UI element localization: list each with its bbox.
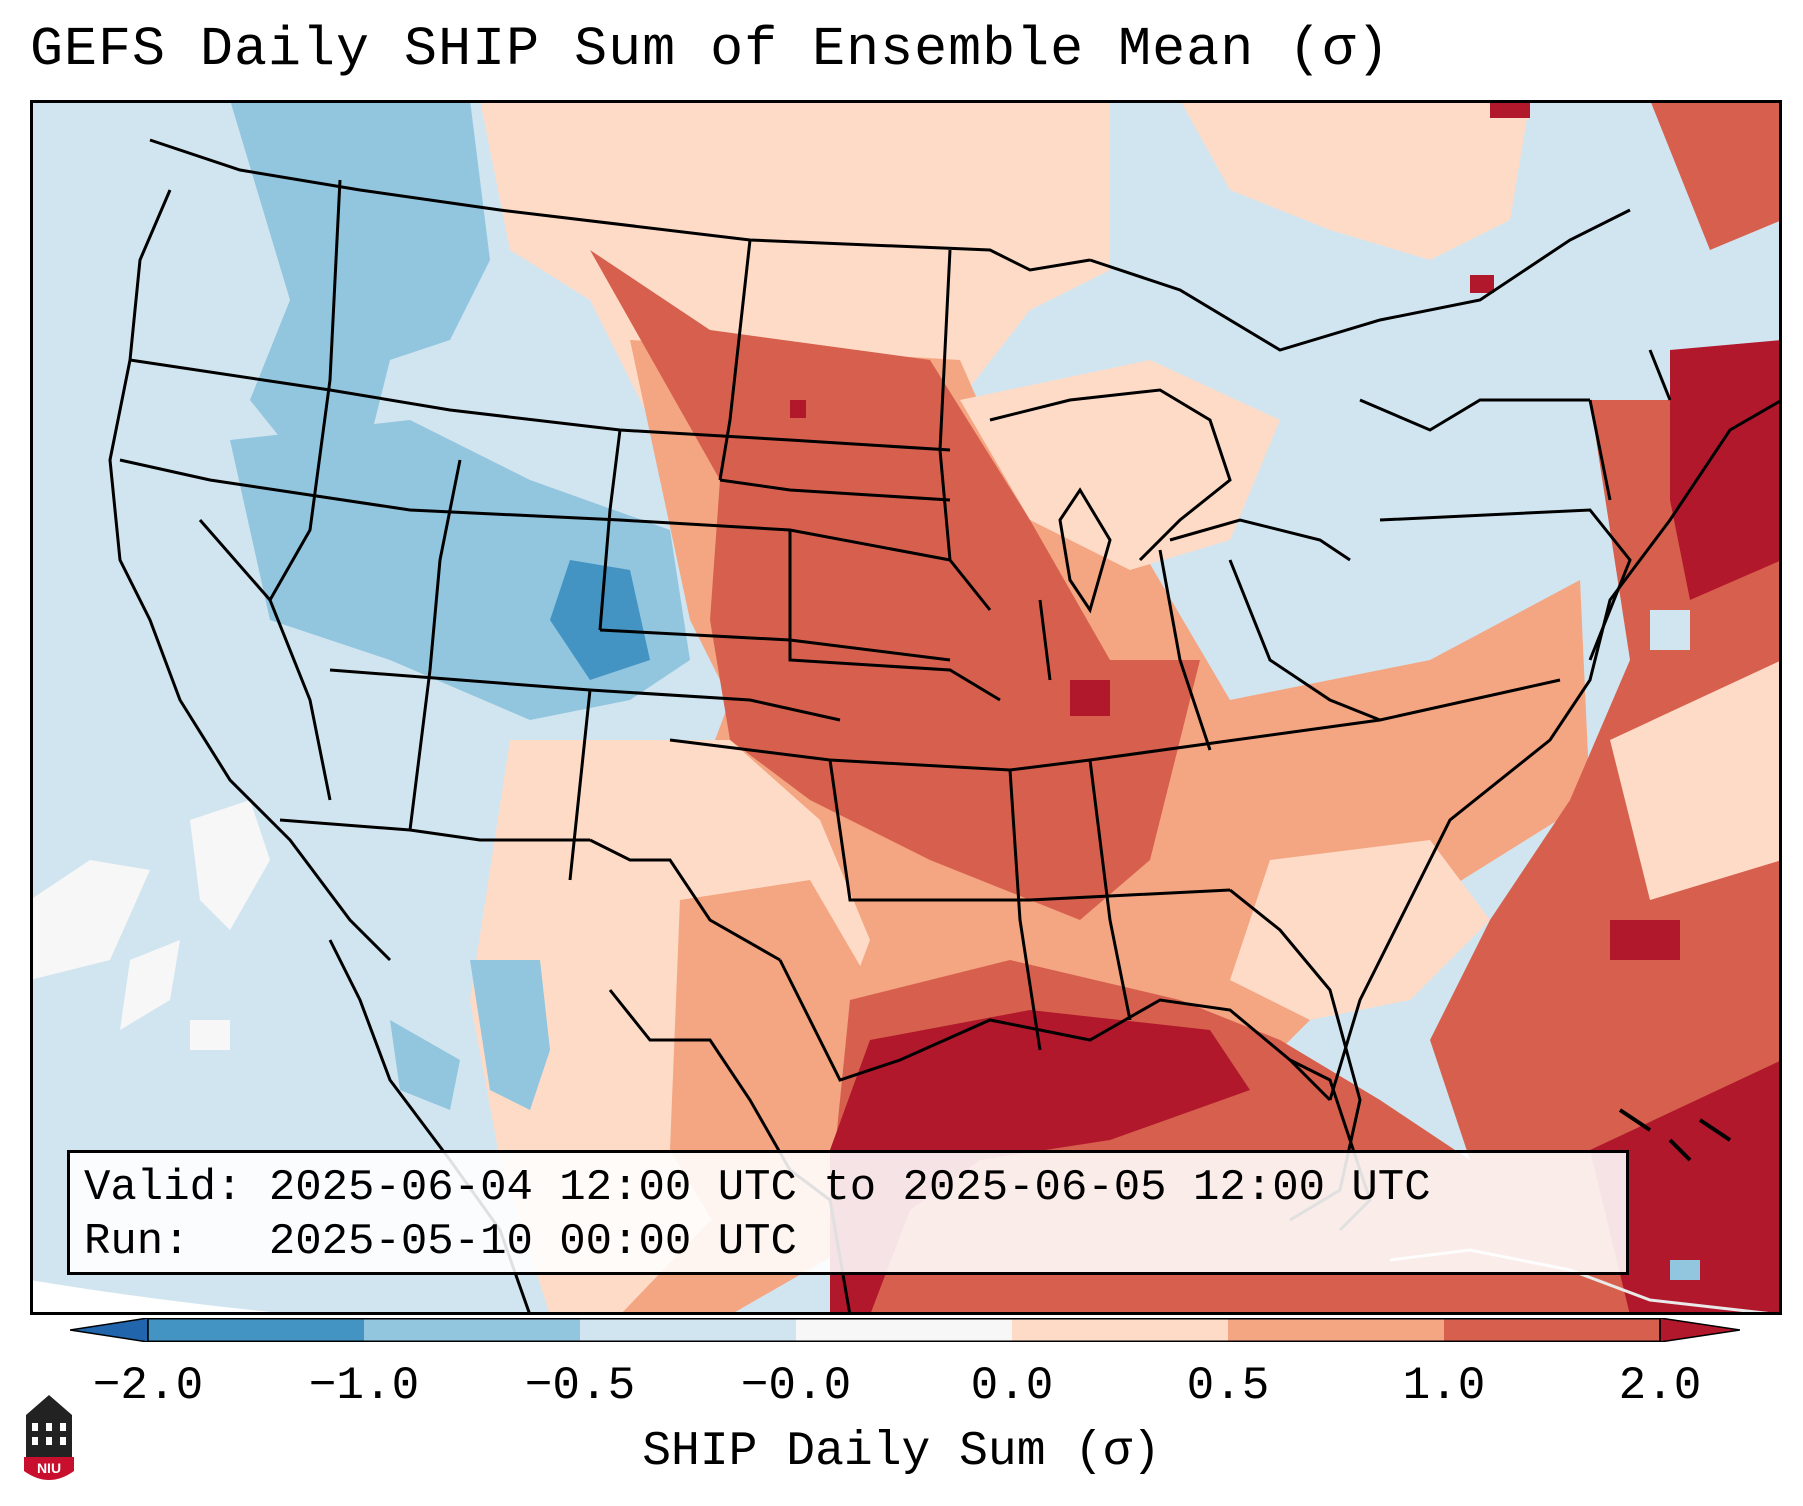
map-panel	[30, 100, 1782, 1315]
tick-label: 0.0	[970, 1360, 1054, 1412]
tick-label: −0.5	[524, 1360, 636, 1412]
colorbar-bin	[148, 1318, 364, 1342]
political-boundaries	[108, 138, 1782, 1315]
tick-label: 1.0	[1402, 1360, 1486, 1412]
colorbar-bin	[796, 1318, 1012, 1342]
tick-label: 0.5	[1186, 1360, 1270, 1412]
colorbar-label: SHIP Daily Sum (σ)	[642, 1425, 1161, 1479]
colorbar-bin	[580, 1318, 796, 1342]
colorbar-bin	[1012, 1318, 1228, 1342]
university-building-icon: NIU	[20, 1393, 78, 1485]
map-title: GEFS Daily SHIP Sum of Ensemble Mean (σ)	[30, 18, 1391, 81]
tick-label: 2.0	[1618, 1360, 1702, 1412]
ship-anomaly-map	[30, 100, 1782, 1315]
colorbar-ticks: −2.0 −1.0 −0.5 −0.0 0.0 0.5 1.0 2.0	[0, 1360, 1803, 1420]
colorbar-bin	[364, 1318, 580, 1342]
logo-text: NIU	[37, 1460, 61, 1476]
tick-label: −1.0	[308, 1360, 420, 1412]
valid-run-annotation: Valid: 2025-06-04 12:00 UTC to 2025-06-0…	[67, 1150, 1629, 1275]
projection-edge	[30, 1280, 301, 1315]
colorbar-bin	[1228, 1318, 1444, 1342]
colorbar	[69, 1317, 1741, 1352]
tick-label: −2.0	[92, 1360, 204, 1412]
valid-time-text: Valid: 2025-06-04 12:00 UTC to 2025-06-0…	[84, 1163, 1431, 1213]
tick-label: −0.0	[740, 1360, 852, 1412]
run-time-text: Run: 2025-05-10 00:00 UTC	[84, 1217, 797, 1267]
map-border	[30, 100, 1782, 1315]
colorbar-graphic	[69, 1317, 1741, 1352]
colorbar-bin	[1444, 1318, 1660, 1342]
